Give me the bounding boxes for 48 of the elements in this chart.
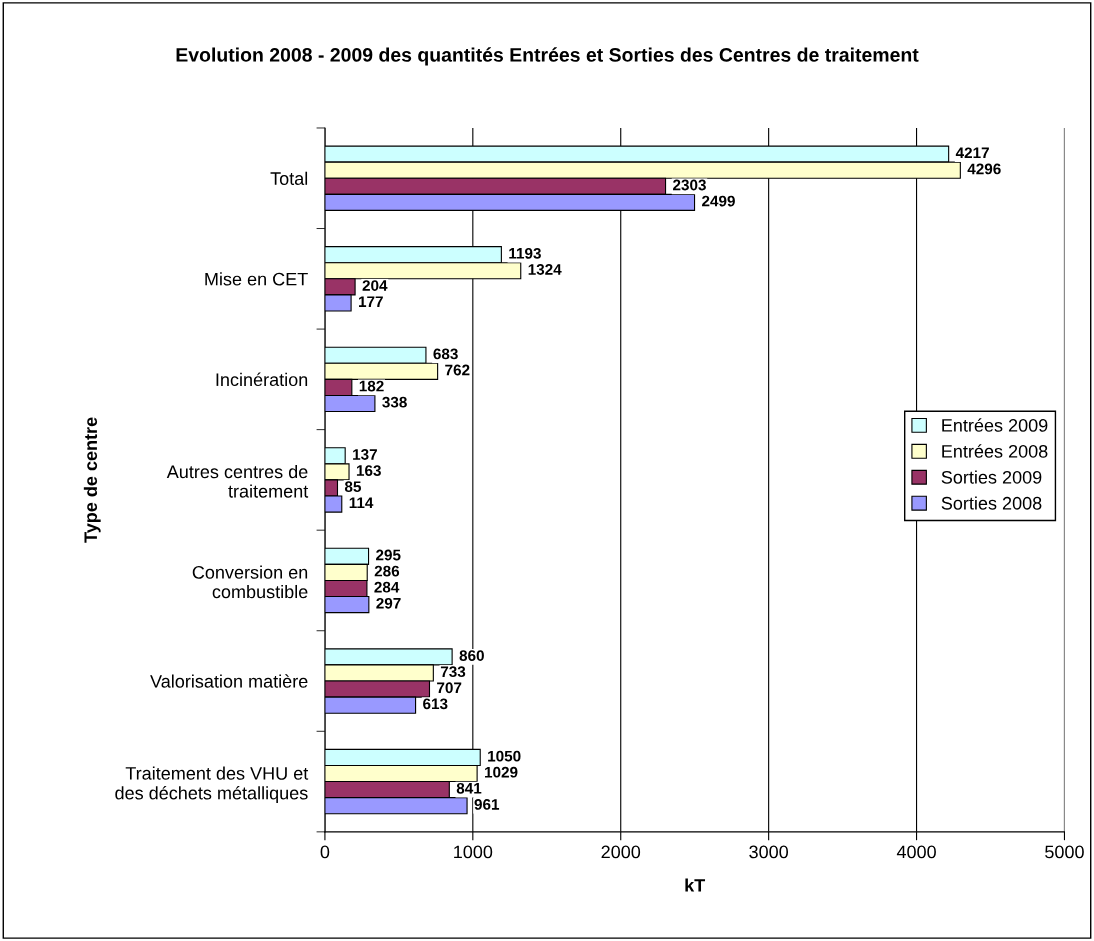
y-tick-label: Total — [270, 171, 308, 185]
x-tick-label: 0 — [320, 845, 330, 859]
data-label: 338 — [382, 396, 407, 408]
y-tick-label: Conversion en combustible — [192, 565, 308, 599]
chart-title: Evolution 2008 - 2009 des quantités Entrées et Sorties des Centres de traitement — [176, 47, 919, 66]
data-label: 182 — [359, 380, 384, 392]
data-label: 114 — [349, 497, 374, 508]
data-label: 1324 — [528, 264, 562, 275]
x-tick-label: 4000 — [896, 845, 936, 859]
data-label: 860 — [459, 650, 484, 661]
data-label: 707 — [437, 682, 462, 694]
data-label: 297 — [376, 597, 401, 609]
data-label: 85 — [344, 481, 361, 493]
data-label: 1193 — [509, 247, 541, 259]
x-tick-label: 1000 — [454, 845, 493, 859]
data-label: 286 — [374, 565, 400, 577]
data-label: 137 — [353, 449, 377, 460]
x-tick-label: 5000 — [1045, 845, 1084, 859]
data-label: 4217 — [955, 147, 989, 159]
data-label: 762 — [445, 364, 470, 376]
data-label: 295 — [376, 549, 401, 561]
data-label: 284 — [374, 581, 400, 593]
data-label: 177 — [359, 296, 383, 307]
data-label: 613 — [423, 698, 448, 710]
data-label: 163 — [356, 465, 381, 476]
data-label: 683 — [433, 348, 458, 360]
data-label: 4296 — [967, 163, 1001, 175]
data-label: 2303 — [673, 179, 706, 191]
data-label: 1050 — [488, 750, 521, 762]
data-label: 733 — [440, 666, 466, 678]
data-label: 1029 — [485, 766, 518, 778]
x-tick-label: 2000 — [601, 845, 641, 859]
y-tick-label: Mise en CET — [205, 272, 308, 286]
y-tick-label: Incinération — [216, 372, 308, 387]
legend-label: Sorties 2008 — [941, 496, 1042, 510]
y-tick-label: Valorisation matière — [150, 674, 308, 688]
x-tick-label: 3000 — [749, 845, 789, 859]
x-axis-title: kT — [685, 878, 706, 892]
data-label: 2499 — [702, 195, 735, 207]
y-tick-label: Traitement des VHU et des déchets métalliques — [115, 766, 309, 804]
data-label: 841 — [456, 782, 482, 794]
legend-label: Sorties 2009 — [941, 470, 1042, 484]
legend-label: Entrées 2009 — [942, 418, 1048, 432]
data-label: 204 — [362, 280, 388, 291]
y-tick-label: Autres centres de traitement — [166, 464, 309, 498]
legend-label: Entrées 2008 — [942, 444, 1048, 458]
y-axis-title: Type de centre — [83, 417, 101, 543]
data-label: 961 — [474, 798, 500, 810]
